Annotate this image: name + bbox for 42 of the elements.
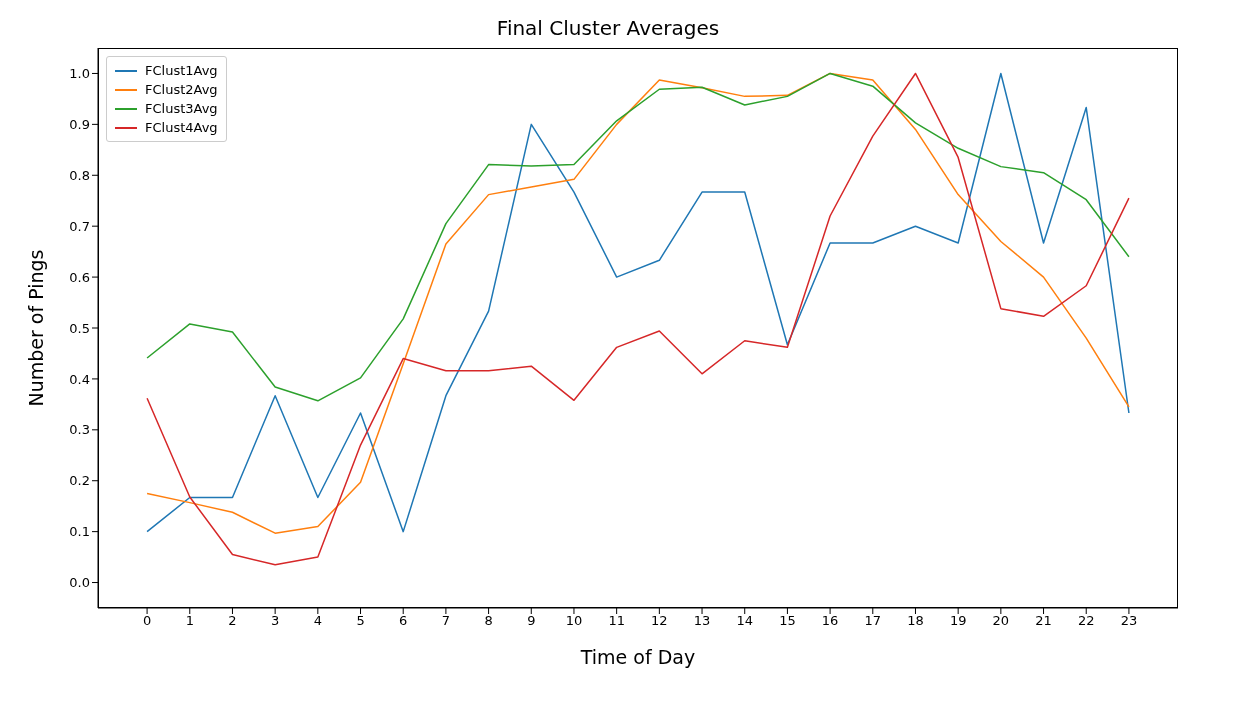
x-tick-label: 8 [484, 613, 493, 629]
y-tick-label: 0.6 [69, 269, 90, 285]
x-tick-label: 2 [228, 613, 237, 629]
y-tick-label: 0.0 [69, 575, 90, 591]
x-tick-label: 12 [651, 613, 668, 629]
y-tick-label: 0.3 [69, 422, 90, 438]
y-tick-label: 0.8 [69, 167, 90, 183]
x-tick-label: 6 [399, 613, 408, 629]
x-tick-label: 23 [1120, 613, 1138, 629]
legend-label: FClust1Avg [145, 62, 218, 80]
x-tick-label: 18 [907, 613, 924, 629]
y-tick-label: 0.4 [69, 371, 90, 387]
x-tick-label: 0 [142, 613, 152, 629]
x-axis-title: Time of Day [579, 646, 696, 668]
x-tick-label: 5 [356, 613, 365, 629]
y-tick-label: 1.0 [69, 66, 90, 82]
x-tick-label: 14 [736, 613, 753, 629]
x-tick-label: 22 [1077, 613, 1095, 629]
x-tick-label: 19 [949, 613, 967, 629]
x-tick-label: 7 [441, 613, 451, 629]
legend-label: FClust2Avg [145, 81, 218, 99]
x-tick-label: 10 [565, 613, 583, 629]
x-tick-label: 1 [185, 613, 194, 629]
y-tick-label: 0.1 [69, 524, 90, 540]
x-tick-label: 13 [693, 613, 711, 629]
x-tick-label: 15 [779, 613, 796, 629]
chart-title: Final Cluster Averages [495, 16, 721, 40]
x-tick-label: 16 [821, 613, 839, 629]
x-tick-label: 11 [608, 613, 625, 629]
legend-label: FClust4Avg [145, 119, 218, 137]
x-tick-label: 9 [527, 613, 536, 629]
x-tick-label: 4 [313, 613, 322, 629]
y-tick-label: 0.5 [69, 320, 90, 336]
x-tick-label: 20 [992, 613, 1010, 629]
y-tick-label: 0.2 [69, 473, 90, 489]
y-axis-title: Number of Pings [24, 249, 47, 407]
y-tick-label: 0.9 [69, 116, 90, 132]
y-tick-label: 0.7 [69, 218, 90, 234]
x-tick-label: 3 [271, 613, 280, 629]
x-tick-label: 21 [1035, 613, 1052, 629]
x-tick-label: 17 [864, 613, 882, 629]
legend-label: FClust3Avg [145, 100, 218, 118]
